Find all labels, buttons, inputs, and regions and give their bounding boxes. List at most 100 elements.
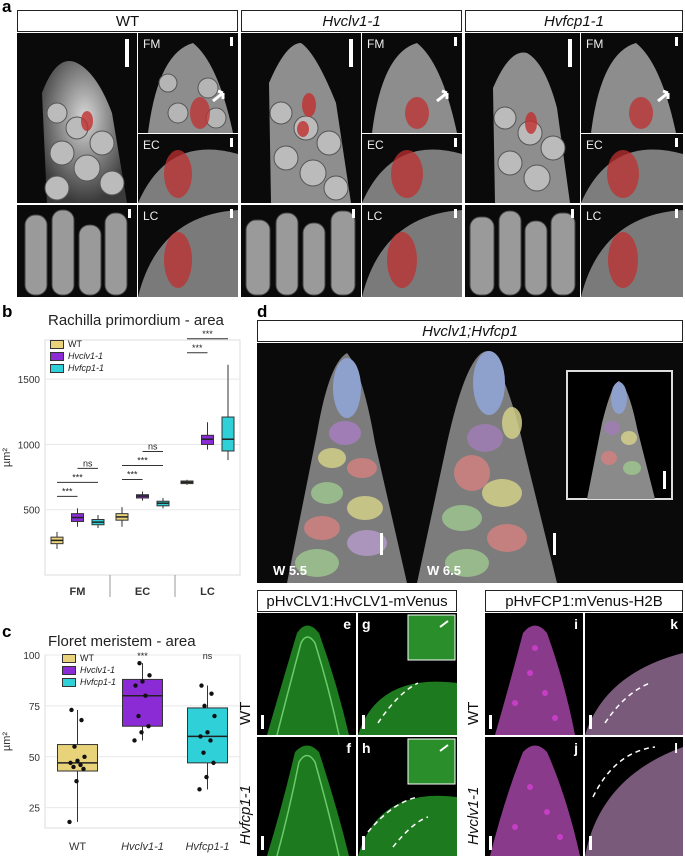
chart-c-point xyxy=(205,730,210,735)
header-wt: WT xyxy=(17,10,238,32)
header-hvfcp1: Hvfcp1-1 xyxy=(465,10,683,32)
stage-label-1: W 5.5 xyxy=(273,563,307,578)
chart-c-point xyxy=(212,713,217,719)
confocal-j: j xyxy=(485,737,583,856)
chart-c-title: Floret meristem - area xyxy=(48,633,196,650)
chart-c-point xyxy=(81,766,86,772)
panel-i-header: pHvFCP1:mVenus-H2B xyxy=(485,590,683,612)
chart-c-point xyxy=(208,738,213,743)
tag-fm: FM xyxy=(586,37,604,51)
sem-clv1-spike xyxy=(241,33,361,203)
letter-e: e xyxy=(343,616,351,632)
sem-clv1-overview-lc xyxy=(241,205,361,297)
chart-c-point xyxy=(82,754,87,759)
chart-b-box xyxy=(221,416,235,452)
chart-c-point xyxy=(197,787,202,792)
chart-b-sig-label: *** xyxy=(62,486,73,496)
letter-i: i xyxy=(574,616,578,632)
chart-c-point xyxy=(198,734,203,739)
chart-b-sig-label: *** xyxy=(137,455,148,465)
panel-e-header: pHvCLV1:HvCLV1-mVenus xyxy=(257,590,457,612)
confocal-f: f xyxy=(257,737,356,856)
chart-b-sig-label: ns xyxy=(148,441,158,451)
tag-ec: EC xyxy=(367,138,384,152)
chart-c-point xyxy=(72,744,77,749)
chart-c-point xyxy=(199,683,204,688)
sem-fcp1-fm: FM xyxy=(581,33,683,133)
chart-c-point xyxy=(136,713,141,719)
chart-c-point xyxy=(79,717,84,723)
confocal-g: g xyxy=(358,613,457,735)
letter-f: f xyxy=(346,740,351,756)
row-label-clv1-i: Hvclv1-1 xyxy=(465,786,482,845)
tag-ec: EC xyxy=(586,138,603,152)
chart-c-point xyxy=(69,707,74,713)
chart-c-point xyxy=(147,673,152,678)
chart-c-ytick: 25 xyxy=(29,804,41,815)
stage-label-2: W 6.5 xyxy=(427,563,461,578)
header-hvclv1: Hvclv1-1 xyxy=(241,10,462,32)
confocal-h: h xyxy=(358,737,457,856)
letter-j: j xyxy=(574,740,578,756)
chart-b-ytick: 500 xyxy=(23,506,40,517)
chart-c-point xyxy=(140,679,145,684)
tag-ec: EC xyxy=(143,138,160,152)
confocal-i: i xyxy=(485,613,583,735)
tag-fm: FM xyxy=(367,37,385,51)
chart-c-point xyxy=(146,724,151,729)
chart-b-sig-label: *** xyxy=(192,343,203,353)
panel-b-label: b xyxy=(2,302,13,321)
confocal-l: l xyxy=(585,737,683,856)
chart-c-point xyxy=(209,691,214,696)
chart-b-ylabel: µm² xyxy=(1,448,13,468)
chart-c-point xyxy=(75,758,80,764)
chart-b-sig-label: ns xyxy=(83,458,93,468)
chart-b-category: EC xyxy=(135,586,150,598)
chart-c-category: Hvfcp1-1 xyxy=(185,841,229,853)
tag-lc: LC xyxy=(367,209,383,223)
letter-l: l xyxy=(674,740,678,756)
sem-wt-fm: FM xyxy=(138,33,238,133)
chart-c-point xyxy=(202,703,207,709)
chart-b-category: FM xyxy=(70,586,86,598)
chart-c-sig-label: *** xyxy=(137,651,148,661)
sem-fcp1-ec: EC xyxy=(581,134,683,203)
chart-c-box xyxy=(122,678,163,727)
chart-c-category: WT xyxy=(69,841,86,853)
letter-h: h xyxy=(362,740,371,756)
sem-fcp1-lc: LC xyxy=(581,205,683,297)
chart-c-plot: 25 50 75 100 µm² WT Hvclv1-1 Hvfcp1-1 *** ns xyxy=(1,651,241,853)
chart-b-title: Rachilla primordium - area xyxy=(48,312,224,329)
sem-wt-spike xyxy=(17,33,137,203)
chart-b-sig-label: *** xyxy=(127,469,138,479)
row-label-fcp1-e: Hvfcp1-1 xyxy=(237,784,254,845)
chart-c-point xyxy=(137,660,142,666)
panel-c-label: c xyxy=(2,622,12,641)
chart-c-category: Hvclv1-1 xyxy=(121,841,164,853)
chart-c-point xyxy=(139,730,144,735)
chart-c-point xyxy=(132,738,137,743)
chart-b-sig-label: *** xyxy=(202,330,213,339)
sem-wt-overview-lc xyxy=(17,205,137,297)
chart-b-plot: 50010001500µm²FM******nsEC******nsLC****… xyxy=(1,330,241,598)
chart-b-ytick: 1500 xyxy=(18,375,41,386)
row-label-wt-i: WT xyxy=(465,701,482,725)
chart-b-sig-label: *** xyxy=(72,472,83,482)
chart-b-legend: WT Hvclv1-1 Hvfcp1-1 xyxy=(50,338,104,374)
chart-c-ylabel: µm² xyxy=(1,732,13,752)
chart-b-category: LC xyxy=(200,586,215,598)
chart-c-point xyxy=(67,819,72,825)
chart-c-point xyxy=(74,778,79,784)
sem-clv1-fm: FM xyxy=(362,33,462,133)
chart-c-ytick: 50 xyxy=(29,753,41,764)
panel-d-header: Hvclv1;Hvfcp1 xyxy=(257,320,683,342)
letter-g: g xyxy=(362,616,371,632)
sem-wt-ec: EC xyxy=(138,134,238,203)
chart-c-point xyxy=(71,764,76,770)
chart-c-point xyxy=(133,683,138,688)
panel-a-label: a xyxy=(2,0,12,16)
chart-c-sig-label: ns xyxy=(203,651,213,661)
sem-fcp1-overview-lc xyxy=(465,205,580,297)
chart-c-point xyxy=(68,760,73,766)
sem-clv1-ec: EC xyxy=(362,134,462,203)
